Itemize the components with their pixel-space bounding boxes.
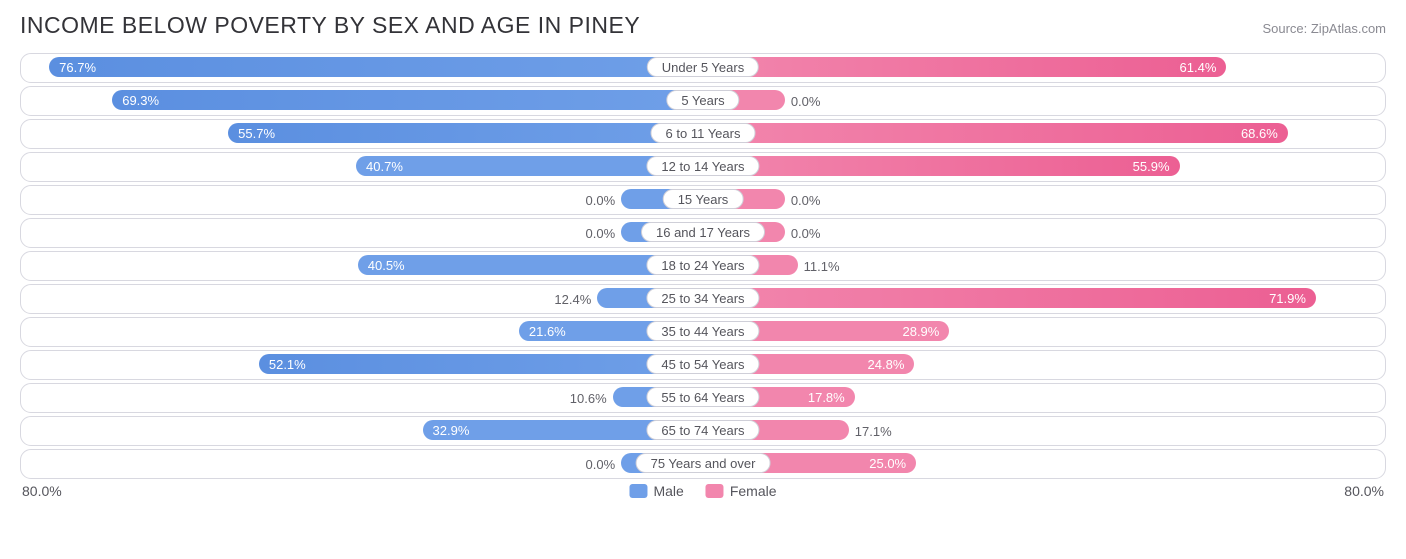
- legend-female: Female: [706, 483, 777, 499]
- chart-row: 17.8% 10.6% 55 to 64 Years: [20, 383, 1386, 413]
- chart-row: 71.9% 12.4% 25 to 34 Years: [20, 284, 1386, 314]
- chart-row: 40.7% 55.9% 12 to 14 Years: [20, 152, 1386, 182]
- chart-header: INCOME BELOW POVERTY BY SEX AND AGE IN P…: [20, 12, 1386, 39]
- chart-source: Source: ZipAtlas.com: [1262, 21, 1386, 36]
- male-value: 10.6%: [570, 384, 613, 412]
- age-label: 75 Years and over: [636, 453, 771, 473]
- female-bar: 68.6%: [703, 123, 1288, 143]
- diverging-bar-chart: 76.7% 61.4% Under 5 Years 69.3% 0.0% 5 Years 5…: [20, 53, 1386, 479]
- male-value: 21.6%: [529, 324, 566, 339]
- male-value: 52.1%: [269, 357, 306, 372]
- chart-row: 21.6% 28.9% 35 to 44 Years: [20, 317, 1386, 347]
- male-bar: 55.7%: [228, 123, 703, 143]
- female-bar: 55.9%: [703, 156, 1180, 176]
- male-value: 32.9%: [433, 423, 470, 438]
- legend: Male Female: [629, 483, 776, 499]
- male-value: 55.7%: [238, 126, 275, 141]
- chart-row: 55.7% 68.6% 6 to 11 Years: [20, 119, 1386, 149]
- female-value: 68.6%: [1241, 126, 1278, 141]
- chart-title: INCOME BELOW POVERTY BY SEX AND AGE IN P…: [20, 12, 640, 39]
- chart-row: 40.5% 11.1% 18 to 24 Years: [20, 251, 1386, 281]
- chart-row: 69.3% 0.0% 5 Years: [20, 86, 1386, 116]
- male-bar: 52.1%: [259, 354, 703, 374]
- age-label: 16 and 17 Years: [641, 222, 765, 242]
- female-value: 11.1%: [798, 252, 840, 280]
- chart-row: 52.1% 24.8% 45 to 54 Years: [20, 350, 1386, 380]
- male-bar: 69.3%: [112, 90, 703, 110]
- female-value: 71.9%: [1269, 291, 1306, 306]
- female-value: 24.8%: [868, 357, 905, 372]
- male-swatch-icon: [629, 484, 647, 498]
- female-value: 25.0%: [869, 456, 906, 471]
- female-value: 17.1%: [849, 417, 892, 445]
- axis-right-label: 80.0%: [1344, 483, 1384, 499]
- male-value: 0.0%: [586, 450, 622, 478]
- chart-row: 32.9% 17.1% 65 to 74 Years: [20, 416, 1386, 446]
- female-value: 55.9%: [1133, 159, 1170, 174]
- female-bar: 61.4%: [703, 57, 1226, 77]
- female-value: 0.0%: [785, 186, 821, 214]
- male-value: 40.5%: [368, 258, 405, 273]
- female-value: 61.4%: [1180, 60, 1217, 75]
- age-label: 12 to 14 Years: [646, 156, 759, 176]
- age-label: 35 to 44 Years: [646, 321, 759, 341]
- female-value: 0.0%: [785, 219, 821, 247]
- age-label: 55 to 64 Years: [646, 387, 759, 407]
- axis-left-label: 80.0%: [22, 483, 62, 499]
- chart-row: 0.0% 0.0% 16 and 17 Years: [20, 218, 1386, 248]
- male-value: 0.0%: [586, 219, 622, 247]
- x-axis: 80.0% Male Female 80.0%: [20, 483, 1386, 499]
- age-label: 65 to 74 Years: [646, 420, 759, 440]
- age-label: 6 to 11 Years: [651, 123, 756, 143]
- age-label: 45 to 54 Years: [646, 354, 759, 374]
- male-value: 40.7%: [366, 159, 403, 174]
- male-bar: 76.7%: [49, 57, 703, 77]
- male-value: 69.3%: [122, 93, 159, 108]
- age-label: 15 Years: [663, 189, 744, 209]
- female-value: 0.0%: [785, 87, 821, 115]
- chart-row: 76.7% 61.4% Under 5 Years: [20, 53, 1386, 83]
- female-bar: 71.9%: [703, 288, 1316, 308]
- age-label: 25 to 34 Years: [646, 288, 759, 308]
- female-value: 17.8%: [808, 390, 845, 405]
- legend-male: Male: [629, 483, 683, 499]
- age-label: 18 to 24 Years: [646, 255, 759, 275]
- female-swatch-icon: [706, 484, 724, 498]
- male-value: 12.4%: [554, 285, 597, 313]
- legend-male-label: Male: [653, 483, 683, 499]
- age-label: 5 Years: [666, 90, 739, 110]
- legend-female-label: Female: [730, 483, 777, 499]
- male-value: 76.7%: [59, 60, 96, 75]
- chart-row: 25.0% 0.0% 75 Years and over: [20, 449, 1386, 479]
- female-value: 28.9%: [902, 324, 939, 339]
- male-value: 0.0%: [586, 186, 622, 214]
- chart-row: 0.0% 0.0% 15 Years: [20, 185, 1386, 215]
- age-label: Under 5 Years: [647, 57, 759, 77]
